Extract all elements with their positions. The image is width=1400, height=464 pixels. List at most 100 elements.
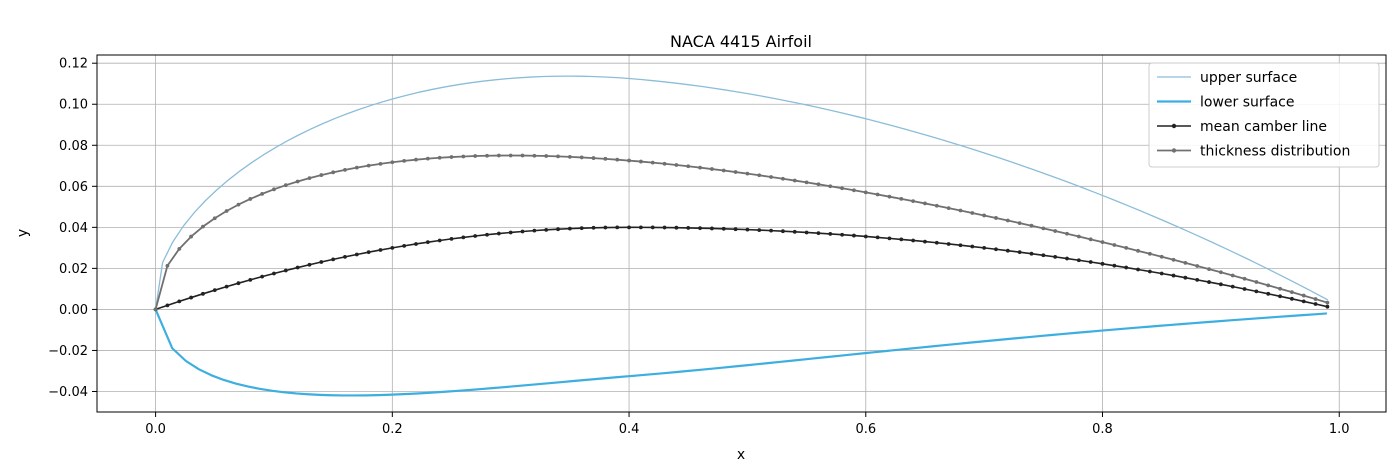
series-point-thickness-distribution — [520, 153, 525, 158]
series-point-thickness-distribution — [1242, 276, 1247, 281]
series-point-thickness-distribution — [260, 191, 265, 196]
series-point-thickness-distribution — [875, 192, 880, 197]
series-point-mean-camber-line — [461, 235, 466, 240]
series-point-mean-camber-line — [686, 226, 691, 230]
series-point-thickness-distribution — [863, 190, 868, 195]
series-point-mean-camber-line — [1147, 269, 1152, 274]
series-point-mean-camber-line — [1076, 258, 1081, 263]
series-point-thickness-distribution — [343, 167, 347, 172]
series-point-mean-camber-line — [994, 247, 998, 252]
series-point-mean-camber-line — [828, 232, 833, 236]
series-point-thickness-distribution — [567, 154, 572, 159]
series-point-thickness-distribution — [1088, 237, 1093, 242]
series-point-thickness-distribution — [994, 216, 998, 220]
series-point-mean-camber-line — [378, 248, 383, 252]
series-point-thickness-distribution — [934, 203, 939, 208]
series-point-mean-camber-line — [781, 229, 785, 234]
series-point-mean-camber-line — [579, 226, 584, 231]
series-point-mean-camber-line — [189, 295, 194, 300]
series-point-thickness-distribution — [319, 173, 324, 177]
series-point-thickness-distribution — [792, 178, 797, 183]
series-point-thickness-distribution — [414, 157, 418, 162]
series-point-thickness-distribution — [674, 163, 679, 167]
series-point-thickness-distribution — [650, 160, 655, 165]
series-point-mean-camber-line — [485, 232, 489, 237]
series-point-mean-camber-line — [224, 284, 229, 289]
series-point-mean-camber-line — [1124, 265, 1129, 270]
legend-label: thickness distribution — [1200, 144, 1350, 160]
series-point-mean-camber-line — [958, 243, 963, 248]
series-point-mean-camber-line — [272, 271, 276, 276]
x-tick-label: 0.6 — [855, 422, 876, 437]
series-point-thickness-distribution — [283, 183, 288, 188]
series-point-mean-camber-line — [248, 277, 253, 282]
series-line-thickness-distribution — [154, 154, 1328, 310]
series-point-thickness-distribution — [638, 159, 643, 164]
series-point-thickness-distribution — [1124, 245, 1129, 250]
series-point-thickness-distribution — [473, 154, 478, 158]
series-point-mean-camber-line — [520, 229, 525, 234]
series-point-mean-camber-line — [1242, 287, 1247, 291]
series-point-thickness-distribution — [579, 155, 584, 160]
series-point-thickness-distribution — [662, 161, 667, 166]
series-point-thickness-distribution — [911, 199, 916, 204]
series-point-mean-camber-line — [1100, 261, 1105, 266]
plot-series — [153, 75, 1330, 397]
series-point-mean-camber-line — [331, 257, 336, 262]
series-point-mean-camber-line — [852, 233, 856, 238]
series-point-thickness-distribution — [224, 209, 229, 213]
series-point-mean-camber-line — [414, 242, 418, 246]
series-point-thickness-distribution — [201, 224, 205, 229]
series-point-mean-camber-line — [863, 234, 868, 239]
series-point-thickness-distribution — [804, 180, 809, 185]
series-point-mean-camber-line — [260, 274, 265, 279]
series-point-thickness-distribution — [887, 194, 892, 199]
y-tick-label: −0.04 — [48, 385, 88, 400]
series-point-thickness-distribution — [757, 173, 762, 178]
series-point-thickness-distribution — [1041, 226, 1046, 231]
legend-marker — [1171, 148, 1177, 153]
series-point-mean-camber-line — [425, 240, 430, 245]
legend-label: lower surface — [1200, 95, 1294, 111]
x-axis-label: x — [737, 447, 745, 463]
series-point-thickness-distribution — [816, 182, 821, 187]
series-point-thickness-distribution — [425, 156, 430, 161]
series-point-thickness-distribution — [1266, 283, 1271, 288]
series-point-mean-camber-line — [816, 231, 821, 236]
y-tick-label: 0.06 — [59, 180, 88, 195]
series-point-mean-camber-line — [1313, 302, 1318, 306]
series-point-thickness-distribution — [627, 158, 631, 163]
series-point-thickness-distribution — [840, 186, 845, 191]
series-point-thickness-distribution — [745, 171, 750, 176]
x-axis: 0.0 0.2 0.4 0.6 0.8 1.0 — [145, 412, 1350, 437]
series-point-thickness-distribution — [378, 161, 383, 166]
series-point-mean-camber-line — [1218, 282, 1223, 287]
series-point-mean-camber-line — [804, 230, 809, 235]
series-point-mean-camber-line — [1254, 289, 1259, 294]
series-point-thickness-distribution — [1218, 270, 1223, 275]
series-point-mean-camber-line — [733, 227, 738, 232]
series-point-mean-camber-line — [201, 291, 205, 296]
series-point-mean-camber-line — [496, 231, 501, 236]
series-point-thickness-distribution — [1112, 243, 1117, 247]
y-tick-label: 0.00 — [59, 303, 88, 318]
series-point-mean-camber-line — [165, 303, 170, 308]
series-point-mean-camber-line — [319, 260, 324, 264]
series-point-mean-camber-line — [1207, 280, 1211, 284]
series-point-thickness-distribution — [1195, 264, 1200, 268]
series-point-mean-camber-line — [1005, 248, 1010, 253]
series-point-mean-camber-line — [283, 268, 288, 273]
series-point-mean-camber-line — [638, 225, 643, 230]
series-point-mean-camber-line — [1171, 273, 1176, 278]
series-point-thickness-distribution — [1278, 286, 1282, 291]
series-point-thickness-distribution — [461, 154, 466, 159]
series-point-mean-camber-line — [627, 225, 631, 230]
series-point-thickness-distribution — [591, 156, 596, 160]
series-point-mean-camber-line — [840, 232, 845, 237]
y-tick-label: 0.08 — [59, 139, 88, 154]
series-point-mean-camber-line — [212, 288, 217, 293]
series-point-mean-camber-line — [934, 240, 939, 245]
series-point-mean-camber-line — [887, 236, 892, 241]
series-point-mean-camber-line — [923, 239, 927, 244]
series-point-thickness-distribution — [354, 165, 359, 170]
